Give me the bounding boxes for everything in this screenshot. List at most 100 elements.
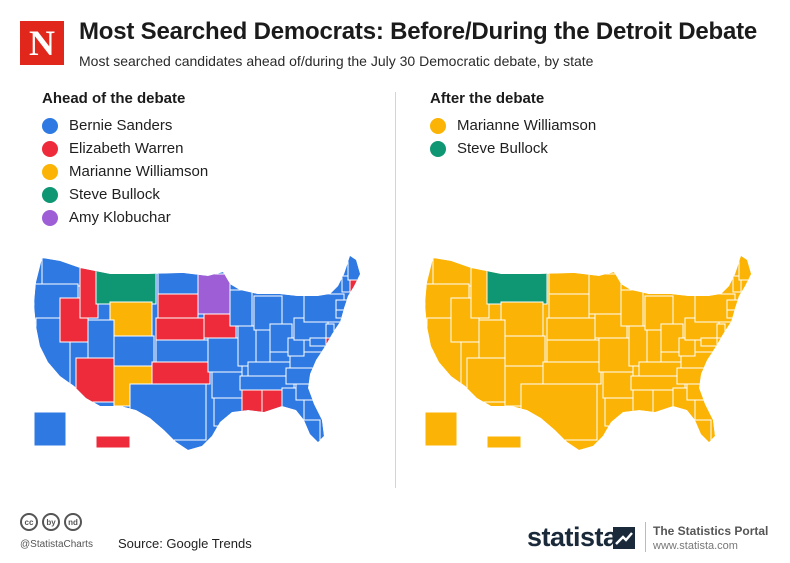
state-ut — [478, 319, 506, 359]
statista-handle: @StatistaCharts — [20, 539, 93, 550]
state-nc — [676, 367, 722, 385]
state-az — [75, 357, 117, 403]
state-tx — [129, 383, 207, 441]
state-mt — [486, 267, 548, 305]
legend-label: Steve Bullock — [69, 186, 160, 203]
state-mn — [588, 273, 622, 315]
state-ri — [347, 309, 355, 317]
no-derivatives-icon: nd — [64, 513, 82, 531]
state-co — [113, 335, 155, 367]
state-ms — [632, 389, 654, 421]
chart-title: Most Searched Democrats: Before/During t… — [79, 18, 758, 45]
before-debate-map — [33, 256, 360, 450]
state-wi — [620, 289, 644, 327]
creative-commons-icons: cc by nd — [20, 513, 82, 531]
state-ak — [424, 411, 458, 447]
state-ma — [335, 299, 357, 311]
state-ms — [241, 389, 263, 421]
state-ks — [155, 339, 209, 363]
state-sd — [548, 293, 590, 319]
state-ok — [151, 361, 211, 385]
legend-label: Elizabeth Warren — [69, 140, 184, 157]
legend-swatch — [42, 186, 58, 203]
after-debate-map — [424, 256, 751, 450]
state-ut — [87, 319, 115, 359]
state-sd — [157, 293, 199, 319]
state-tx — [520, 383, 598, 441]
legend-item: Marianne Williamson — [430, 114, 596, 137]
legend-item: Elizabeth Warren — [42, 137, 208, 160]
state-md — [700, 337, 718, 347]
state-ct — [335, 309, 349, 319]
legend-item: Steve Bullock — [42, 183, 208, 206]
source-note: Source: Google Trends — [118, 536, 252, 551]
state-ky — [247, 361, 291, 377]
state-hi — [95, 435, 131, 449]
legend-swatch — [430, 140, 446, 157]
state-mo — [598, 337, 634, 373]
state-in — [646, 329, 662, 363]
statista-logo: statista — [527, 522, 618, 552]
state-nc — [285, 367, 331, 385]
newsweek-logo: N — [20, 21, 64, 65]
state-md — [309, 337, 327, 347]
brand-separator — [645, 522, 646, 552]
state-de — [716, 337, 725, 347]
legend-label: Steve Bullock — [457, 140, 548, 157]
before-legend: Bernie Sanders Elizabeth Warren Marianne… — [42, 114, 208, 229]
state-ky — [638, 361, 682, 377]
state-fl — [666, 419, 712, 445]
state-wi — [229, 289, 253, 327]
state-co — [504, 335, 546, 367]
state-sc — [295, 383, 317, 401]
state-mn — [197, 273, 231, 315]
state-al — [652, 389, 674, 421]
legend-item: Marianne Williamson — [42, 160, 208, 183]
state-ne — [546, 317, 596, 341]
state-hi — [486, 435, 522, 449]
state-nd — [157, 271, 199, 295]
state-wa — [41, 257, 83, 287]
state-ok — [542, 361, 602, 385]
state-al — [261, 389, 283, 421]
chart-subtitle: Most searched candidates ahead of/during… — [79, 53, 594, 69]
state-mt — [95, 267, 157, 305]
state-wa — [432, 257, 474, 287]
state-wv — [287, 337, 305, 357]
legend-item: Bernie Sanders — [42, 114, 208, 137]
state-id — [470, 267, 490, 319]
portal-url: www.statista.com — [653, 540, 738, 552]
state-ks — [546, 339, 600, 363]
panel-divider — [395, 92, 396, 488]
state-ma — [726, 299, 748, 311]
state-az — [466, 357, 508, 403]
legend-swatch — [430, 117, 446, 134]
state-ri — [738, 309, 746, 317]
cc-icon: cc — [20, 513, 38, 531]
legend-swatch — [42, 163, 58, 180]
state-ar — [602, 371, 634, 399]
state-de — [325, 337, 334, 347]
state-ne — [155, 317, 205, 341]
state-mo — [207, 337, 243, 373]
legend-label: Bernie Sanders — [69, 117, 173, 134]
legend-label: Marianne Williamson — [457, 117, 597, 134]
state-ct — [726, 309, 740, 319]
state-id — [79, 267, 99, 319]
attribution-icon: by — [42, 513, 60, 531]
state-ar — [211, 371, 243, 399]
after-legend: Marianne Williamson Steve Bullock — [430, 114, 596, 160]
state-il — [237, 325, 257, 367]
legend-label: Marianne Williamson — [69, 163, 209, 180]
state-nj — [325, 323, 335, 339]
state-me — [738, 256, 751, 281]
before-legend-title: Ahead of the debate — [42, 90, 186, 107]
state-sc — [686, 383, 708, 401]
state-wv — [678, 337, 696, 357]
state-il — [628, 325, 648, 367]
state-in — [255, 329, 271, 363]
statista-mark-icon — [613, 527, 635, 549]
state-nd — [548, 271, 590, 295]
legend-label: Amy Klobuchar — [69, 209, 171, 226]
state-me — [347, 256, 360, 281]
